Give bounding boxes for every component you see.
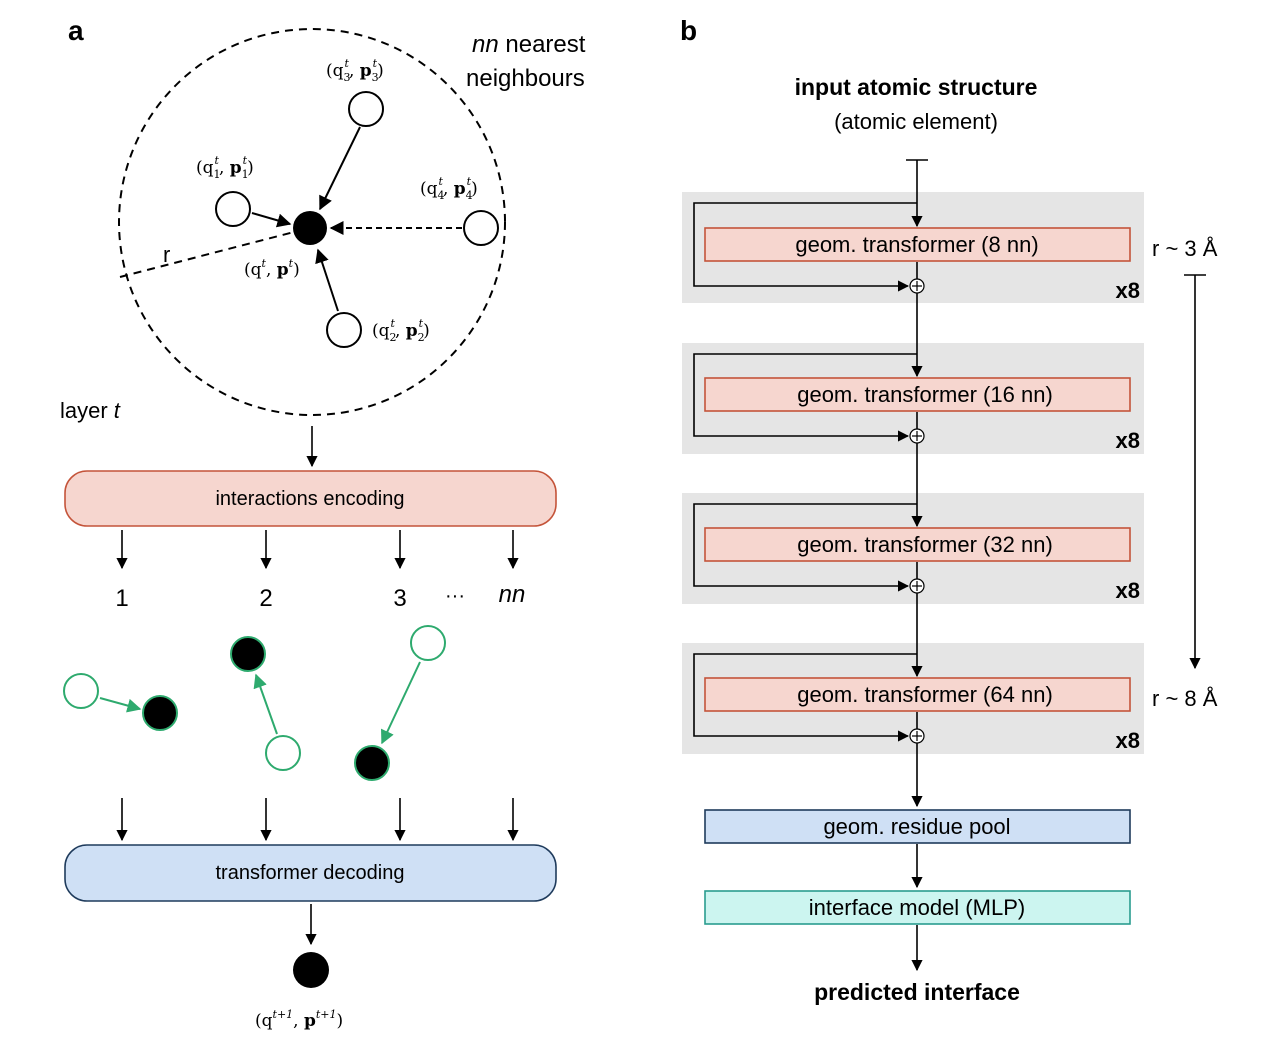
input-subtitle: (atomic element) (834, 109, 998, 134)
block-2-skip-connection (693, 353, 917, 442)
transformer-block-1: geom. transformer (8 nn) x8 (682, 192, 1144, 303)
block-4-skip-connection (693, 653, 917, 742)
neighbourhood-circle (118, 28, 506, 416)
neighbour-1-label: (q1t, p1t) (196, 154, 254, 181)
neighbour-2-label: (q2t, p2t) (372, 317, 430, 344)
output-title: predicted interface (814, 979, 1020, 1005)
center-atom-label: (qt, pt) (244, 257, 300, 280)
block-4-transformer-label: geom. transformer (64 nn) (797, 682, 1053, 707)
radius-end-label: r ~ 8 Å (1152, 686, 1218, 711)
index-label-nn: nn (499, 581, 526, 608)
nn-caption-var: nn (472, 31, 499, 58)
transformer-decoding-box (64, 844, 557, 902)
arrow-n2-center (315, 248, 339, 312)
block-4-repeat: x8 (1116, 728, 1140, 753)
panel-a-label: a (68, 15, 84, 46)
pair-3-target-atom (354, 745, 390, 781)
pair-2-arrow (253, 673, 278, 735)
index-label-3: 3 (393, 585, 406, 612)
nn-caption: nn nearest (472, 31, 586, 58)
nn-caption-rest: nearest (499, 31, 586, 58)
index-label-2: 2 (259, 585, 272, 612)
block-1-transformer-box (704, 227, 1131, 262)
pair-3-arrow (381, 661, 421, 745)
transformer-decoding-label: transformer decoding (216, 862, 405, 884)
pair-2-source-atom (265, 735, 301, 771)
interactions-encoding-box (64, 470, 557, 527)
block-3-transformer-label: geom. transformer (32 nn) (797, 532, 1053, 557)
block-2-transformer-label: geom. transformer (16 nn) (797, 382, 1053, 407)
output-atom-label: (qt+1, pt+1) (255, 1008, 343, 1031)
block-1-transformer-label: geom. transformer (8 nn) (795, 232, 1038, 257)
arrow-n1-center (251, 212, 292, 228)
interactions-encoding-label: interactions encoding (215, 488, 404, 510)
transformer-block-2: geom. transformer (16 nn) x8 (682, 343, 1144, 454)
neighbour-1-atom (215, 191, 251, 227)
radius-start-label: r ~ 3 Å (1152, 236, 1218, 261)
transformer-block-4: geom. transformer (64 nn) x8 (682, 643, 1144, 754)
block-1-repeat: x8 (1116, 278, 1140, 303)
index-label-ellipsis: ··· (445, 585, 465, 607)
index-label-1: 1 (115, 585, 128, 612)
block-4-transformer-box (704, 677, 1131, 712)
pair-1-source-atom (63, 673, 99, 709)
pair-1-arrow (99, 697, 142, 713)
input-title: input atomic structure (795, 74, 1038, 100)
panel-b-label: b (680, 15, 697, 46)
radius-label: r (163, 242, 170, 267)
center-atom (293, 211, 327, 245)
block-2-transformer-box (704, 377, 1131, 412)
neighbour-4-atom (463, 210, 499, 246)
neighbour-3-label: (q3t, p3t) (326, 57, 384, 84)
interface-model-label: interface model (MLP) (809, 895, 1025, 920)
block-2-repeat: x8 (1116, 428, 1140, 453)
nn-caption-line2: neighbours (466, 65, 585, 92)
layer-label: layer t (60, 398, 121, 423)
block-3-skip-connection (693, 503, 917, 592)
neighbour-2-atom (326, 312, 362, 348)
block-1-skip-connection (693, 202, 917, 292)
neighbour-4-label: (q4t, p4t) (420, 175, 478, 202)
interface-model-box (704, 890, 1131, 925)
pair-2-target-atom (230, 636, 266, 672)
block-3-repeat: x8 (1116, 578, 1140, 603)
residue-pool-label: geom. residue pool (823, 814, 1010, 839)
output-atom (293, 952, 329, 988)
arrow-n3-center (319, 126, 361, 211)
radius-line (119, 231, 295, 278)
residue-pool-box (704, 809, 1131, 844)
pair-1-target-atom (142, 695, 178, 731)
block-3-transformer-box (704, 527, 1131, 562)
pair-3-source-atom (410, 625, 446, 661)
neighbour-3-atom (348, 91, 384, 127)
transformer-block-3: geom. transformer (32 nn) x8 (682, 493, 1144, 604)
